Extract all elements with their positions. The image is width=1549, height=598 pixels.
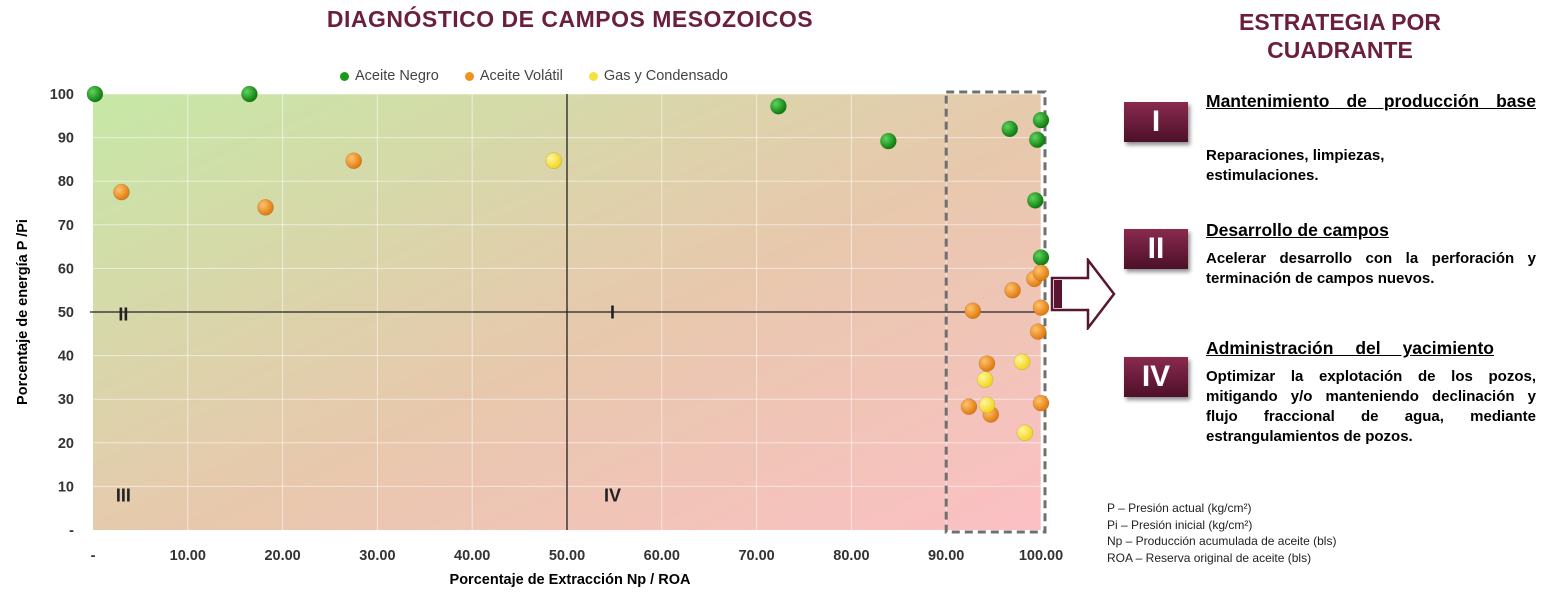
data-point bbox=[345, 152, 363, 170]
quadrant-label: IV bbox=[604, 486, 621, 506]
y-tick-label: 10 bbox=[58, 479, 74, 495]
data-point bbox=[257, 199, 274, 216]
y-tick-label: 100 bbox=[50, 87, 74, 103]
data-point bbox=[113, 183, 130, 201]
y-tick-label: 80 bbox=[58, 174, 74, 190]
quadrant-badge-iv: IV bbox=[1124, 357, 1188, 397]
data-point bbox=[1004, 281, 1021, 299]
legend-label-gas-condensado: Gas y Condensado bbox=[603, 68, 728, 84]
data-point bbox=[880, 132, 897, 150]
strategy-desc-iv: Optimizar la explotación de los pozos, m… bbox=[1206, 368, 1536, 445]
x-tick-label: - bbox=[91, 548, 96, 564]
y-tick-label: 70 bbox=[58, 218, 74, 234]
x-axis-label: Porcentaje de Extracción Np / ROA bbox=[449, 572, 691, 588]
data-point bbox=[1032, 111, 1050, 129]
data-point bbox=[976, 371, 994, 388]
y-tick-label: 30 bbox=[58, 392, 74, 408]
abbreviation-notes: P – Presión actual (kg/cm²) Pi – Presión… bbox=[1107, 500, 1467, 566]
data-point bbox=[978, 396, 996, 414]
data-point bbox=[964, 302, 982, 319]
right-arrow-icon bbox=[1050, 258, 1116, 330]
strategy-desc-ii: Acelerar desarrollo con la perforación y… bbox=[1206, 250, 1536, 287]
strategy-title-line2: CUADRANTE bbox=[1267, 37, 1413, 63]
y-tick-label: 50 bbox=[58, 305, 74, 321]
x-tick-label: 30.00 bbox=[359, 548, 395, 564]
x-tick-label: 100.00 bbox=[1019, 548, 1063, 564]
data-point bbox=[1029, 323, 1047, 340]
data-point bbox=[1001, 120, 1019, 138]
quadrant-badge-i: I bbox=[1124, 102, 1188, 142]
x-tick-label: 50.00 bbox=[549, 548, 585, 564]
quadrant-label: II bbox=[118, 305, 128, 325]
strategy-title: ESTRATEGIA POR CUADRANTE bbox=[1190, 8, 1490, 64]
data-point bbox=[1032, 264, 1050, 282]
data-point bbox=[1016, 424, 1034, 442]
chart-legend: Aceite Negro Aceite Volátil Gas y Conden… bbox=[340, 66, 800, 86]
data-point bbox=[1028, 131, 1046, 149]
y-tick-label: 40 bbox=[58, 349, 74, 365]
data-point bbox=[770, 97, 787, 115]
strategy-heading-i: Mantenimiento de producción base bbox=[1206, 91, 1536, 111]
y-tick-label: - bbox=[69, 523, 74, 539]
data-point bbox=[978, 355, 996, 372]
data-point bbox=[1013, 353, 1031, 371]
y-tick-label: 90 bbox=[58, 131, 74, 147]
strategy-title-line1: ESTRATEGIA POR bbox=[1239, 9, 1441, 35]
legend-label-aceite-volatil: Aceite Volátil bbox=[479, 68, 563, 84]
strategy-heading-iv: Administración del yacimiento bbox=[1206, 338, 1494, 358]
strategy-heading-ii: Desarrollo de campos bbox=[1206, 220, 1389, 240]
y-axis-label: Porcentaje de energía P /Pi bbox=[15, 219, 31, 405]
legend-swatch-aceite-negro bbox=[340, 71, 349, 81]
quadrant-label: III bbox=[116, 486, 131, 506]
data-point bbox=[960, 398, 978, 415]
x-tick-label: 20.00 bbox=[264, 548, 300, 564]
x-tick-label: 90.00 bbox=[928, 548, 964, 564]
legend-item-aceite-volatil: Aceite Volátil bbox=[464, 68, 563, 84]
data-point bbox=[1032, 299, 1050, 316]
data-point bbox=[1032, 394, 1050, 412]
legend-label-aceite-negro: Aceite Negro bbox=[355, 68, 439, 84]
x-tick-label: 40.00 bbox=[454, 548, 490, 564]
legend-item-aceite-negro: Aceite Negro bbox=[340, 68, 439, 84]
x-tick-label: 10.00 bbox=[170, 548, 206, 564]
y-tick-label: 20 bbox=[58, 436, 74, 452]
note-pi: Pi – Presión inicial (kg/cm²) bbox=[1107, 517, 1253, 532]
legend-swatch-aceite-volatil bbox=[464, 71, 474, 81]
chart-title: DIAGNÓSTICO DE CAMPOS MESOZOICOS bbox=[326, 6, 814, 32]
note-np: Np – Producción acumulada de aceite (bls… bbox=[1107, 534, 1337, 548]
note-p: P – Presión actual (kg/cm²) bbox=[1107, 501, 1252, 515]
data-point bbox=[241, 85, 258, 103]
strategy-desc-i: Reparaciones, limpiezas, estimulaciones. bbox=[1206, 147, 1385, 184]
data-point bbox=[1027, 192, 1044, 209]
x-tick-label: 80.00 bbox=[833, 548, 869, 564]
x-tick-label: 60.00 bbox=[644, 548, 680, 564]
x-tick-label: 70.00 bbox=[738, 548, 774, 564]
data-point bbox=[86, 85, 104, 103]
quadrant-badge-ii: II bbox=[1124, 229, 1188, 269]
data-point bbox=[1032, 249, 1050, 266]
quadrant-label: I bbox=[610, 303, 615, 323]
y-tick-label: 60 bbox=[58, 261, 74, 277]
legend-swatch-gas-condensado bbox=[588, 71, 598, 81]
note-roa: ROA – Reserva original de aceite (bls) bbox=[1107, 550, 1312, 565]
data-point bbox=[545, 152, 563, 170]
legend-item-gas-condensado: Gas y Condensado bbox=[588, 68, 728, 84]
